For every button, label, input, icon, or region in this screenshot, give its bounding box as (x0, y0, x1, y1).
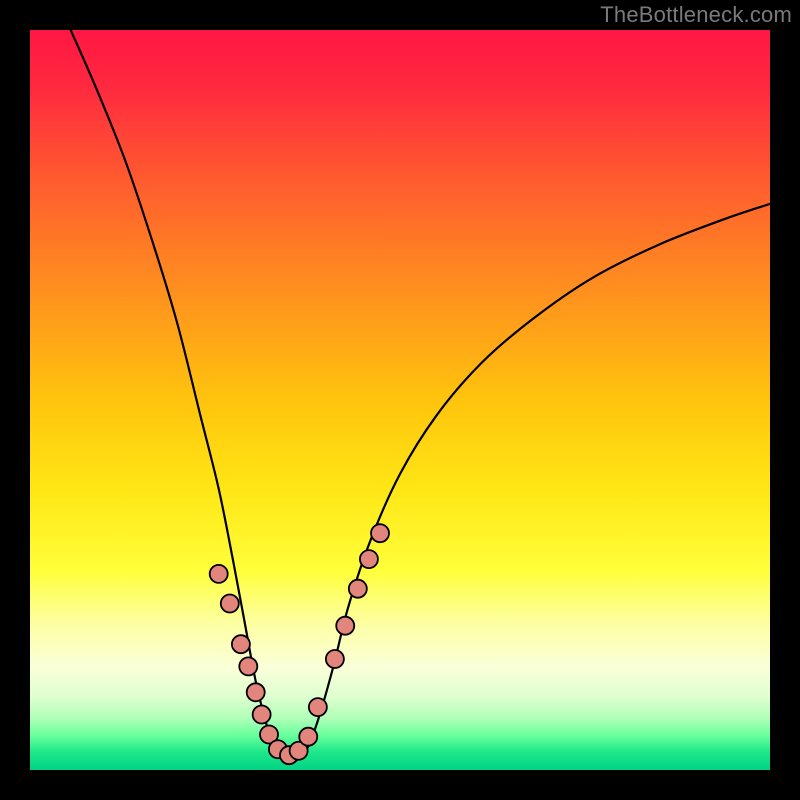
gradient-background (30, 30, 770, 770)
marker-point (210, 565, 228, 583)
marker-point (232, 635, 250, 653)
marker-point (349, 580, 367, 598)
marker-point (253, 706, 271, 724)
marker-point (360, 550, 378, 568)
marker-point (336, 617, 354, 635)
marker-point (299, 728, 317, 746)
marker-point (371, 524, 389, 542)
marker-point (309, 698, 327, 716)
watermark-text: TheBottleneck.com (600, 2, 792, 28)
marker-point (247, 683, 265, 701)
marker-point (326, 650, 344, 668)
bottleneck-chart (0, 0, 800, 800)
chart-stage: TheBottleneck.com (0, 0, 800, 800)
marker-point (221, 595, 239, 613)
marker-point (239, 657, 257, 675)
